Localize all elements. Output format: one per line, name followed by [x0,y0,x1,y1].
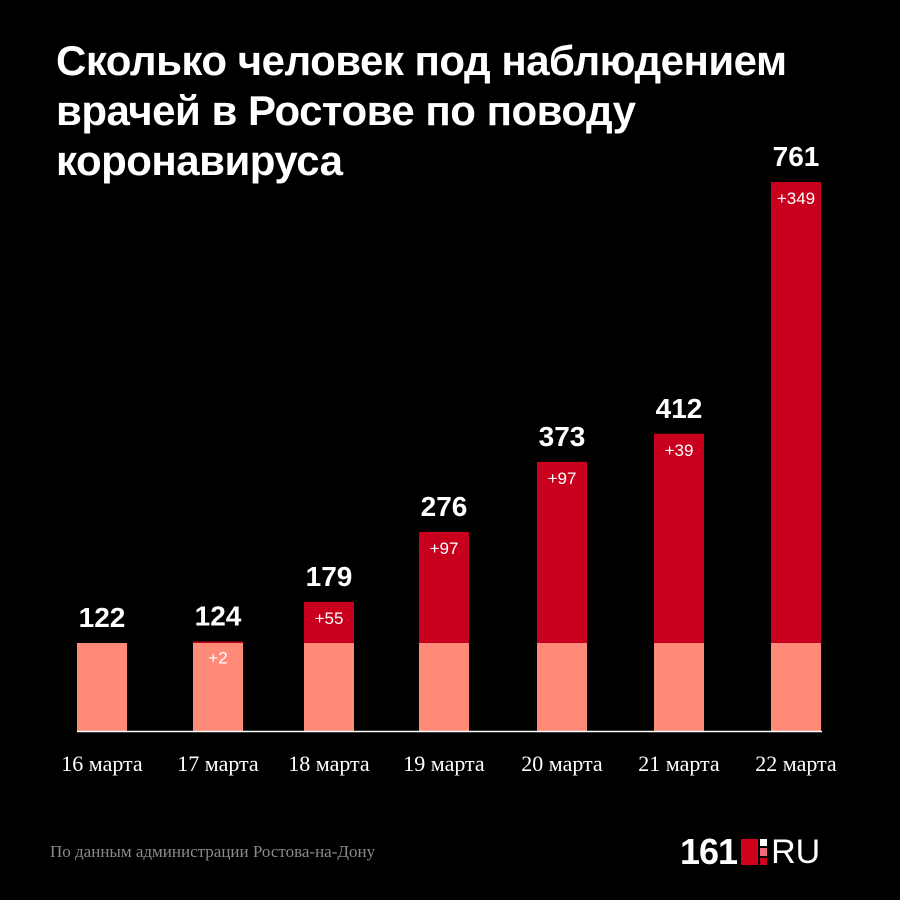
bar-base [419,642,469,731]
total-label: 122 [79,602,126,633]
x-tick-label: 22 марта [755,751,837,776]
logo-number: 161 [680,831,738,872]
logo: 161 RU [680,830,820,874]
logo-domain: RU [771,832,821,871]
bar-base [77,642,127,731]
total-label: 373 [539,421,586,452]
x-tick-label: 20 марта [521,751,603,776]
increase-label: +97 [548,469,577,488]
source-note: По данным администрации Ростова-на-Дону [50,842,376,861]
bar-base [654,642,704,731]
x-tick-label: 17 марта [177,751,259,776]
bar-increase [193,641,243,643]
x-tick-label: 19 марта [403,751,485,776]
total-label: 412 [656,393,703,424]
increase-label: +349 [777,189,815,208]
bar-base [304,642,354,731]
x-tick-label: 21 марта [638,751,720,776]
logo-mark-icon [741,839,768,865]
bar-increase [654,433,704,643]
increase-label: +97 [430,539,459,558]
x-tick-label: 16 марта [61,751,143,776]
bar-increase [304,601,354,643]
increase-label: +55 [315,609,344,628]
x-tick-label: 18 марта [288,751,370,776]
bar-increase [771,182,821,643]
bar-increase [419,531,469,643]
bar-increase [537,461,587,643]
total-label: 179 [306,561,353,592]
bar-base [193,642,243,731]
total-label: 124 [195,601,242,632]
total-label: 276 [421,491,468,522]
chart-title: Сколько человек под наблюдением врачей в… [56,37,787,184]
bar-base [771,642,821,731]
total-label: 761 [773,141,820,172]
increase-label: +39 [665,441,694,460]
increase-label: +2 [208,649,227,668]
bar-base [537,642,587,731]
